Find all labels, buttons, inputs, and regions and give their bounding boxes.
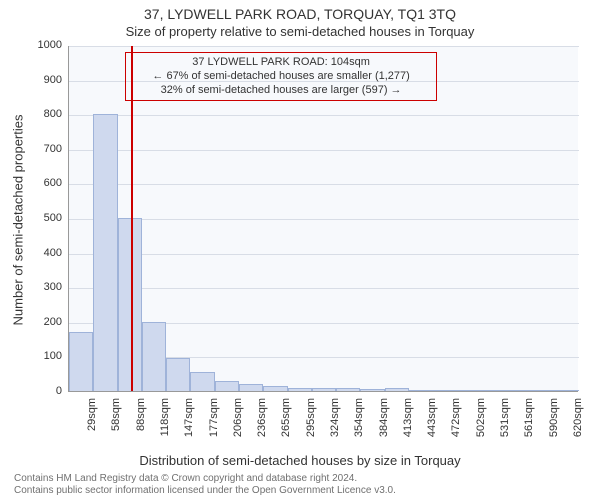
x-tick-label: 502sqm [475,398,487,458]
x-tick-label: 324sqm [329,398,341,458]
x-tick-label: 118sqm [159,398,171,458]
gridline [69,184,579,185]
histogram-bar [433,390,457,391]
x-tick-label: 177sqm [208,398,220,458]
gridline [69,254,579,255]
histogram-bar [336,388,360,391]
histogram-bar [69,332,93,391]
histogram-bar [360,389,384,391]
x-tick-label: 295sqm [305,398,317,458]
y-tick-label: 1000 [30,39,62,51]
chart-container: { "chart": { "type": "histogram", "title… [0,0,600,500]
histogram-bar [190,372,214,391]
x-tick-label: 265sqm [280,398,292,458]
plot-area: 37 LYDWELL PARK ROAD: 104sqm← 67% of sem… [68,46,578,392]
y-tick-label: 600 [30,177,62,189]
x-tick-label: 354sqm [353,398,365,458]
histogram-bar [263,386,287,391]
x-tick-label: 413sqm [402,398,414,458]
histogram-bar [118,218,142,391]
annotation-box: 37 LYDWELL PARK ROAD: 104sqm← 67% of sem… [125,52,437,101]
y-tick-label: 400 [30,247,62,259]
y-tick-label: 700 [30,143,62,155]
y-tick-label: 800 [30,108,62,120]
histogram-bar [93,114,117,391]
histogram-bar [239,384,263,391]
histogram-bar [506,390,530,391]
x-tick-label: 236sqm [256,398,268,458]
histogram-bar [458,390,482,391]
y-tick-label: 0 [30,385,62,397]
histogram-bar [555,390,579,391]
x-tick-label: 206sqm [232,398,244,458]
gridline [69,288,579,289]
x-tick-label: 531sqm [499,398,511,458]
chart-title: 37, LYDWELL PARK ROAD, TORQUAY, TQ1 3TQ [0,6,600,22]
y-axis-label: Number of semi-detached properties [11,115,26,326]
annotation-line: ← 67% of semi-detached houses are smalle… [132,70,430,84]
annotation-line: 37 LYDWELL PARK ROAD: 104sqm [132,56,430,70]
gridline [69,219,579,220]
histogram-bar [385,388,409,391]
histogram-bar [166,358,190,391]
footnote: Contains HM Land Registry data © Crown c… [14,473,586,496]
annotation-line: 32% of semi-detached houses are larger (… [132,84,430,98]
histogram-bar [142,322,166,391]
gridline [69,46,579,47]
y-tick-label: 200 [30,316,62,328]
footnote-line-2: Contains public sector information licen… [14,485,586,497]
histogram-bar [409,390,433,391]
x-tick-label: 29sqm [86,398,98,458]
histogram-bar [530,390,554,391]
gridline [69,150,579,151]
histogram-bar [312,388,336,391]
x-tick-label: 620sqm [572,398,584,458]
x-tick-label: 443sqm [426,398,438,458]
x-tick-label: 472sqm [450,398,462,458]
y-tick-label: 500 [30,212,62,224]
gridline [69,115,579,116]
x-tick-label: 58sqm [110,398,122,458]
x-tick-label: 590sqm [548,398,560,458]
x-tick-label: 88sqm [135,398,147,458]
x-tick-label: 384sqm [378,398,390,458]
histogram-bar [215,381,239,391]
y-tick-label: 100 [30,350,62,362]
x-tick-label: 561sqm [523,398,535,458]
y-tick-label: 300 [30,281,62,293]
footnote-line-1: Contains HM Land Registry data © Crown c… [14,473,586,485]
y-tick-label: 900 [30,74,62,86]
histogram-bar [482,390,506,391]
chart-subtitle: Size of property relative to semi-detach… [0,24,600,39]
x-tick-label: 147sqm [183,398,195,458]
histogram-bar [288,388,312,391]
